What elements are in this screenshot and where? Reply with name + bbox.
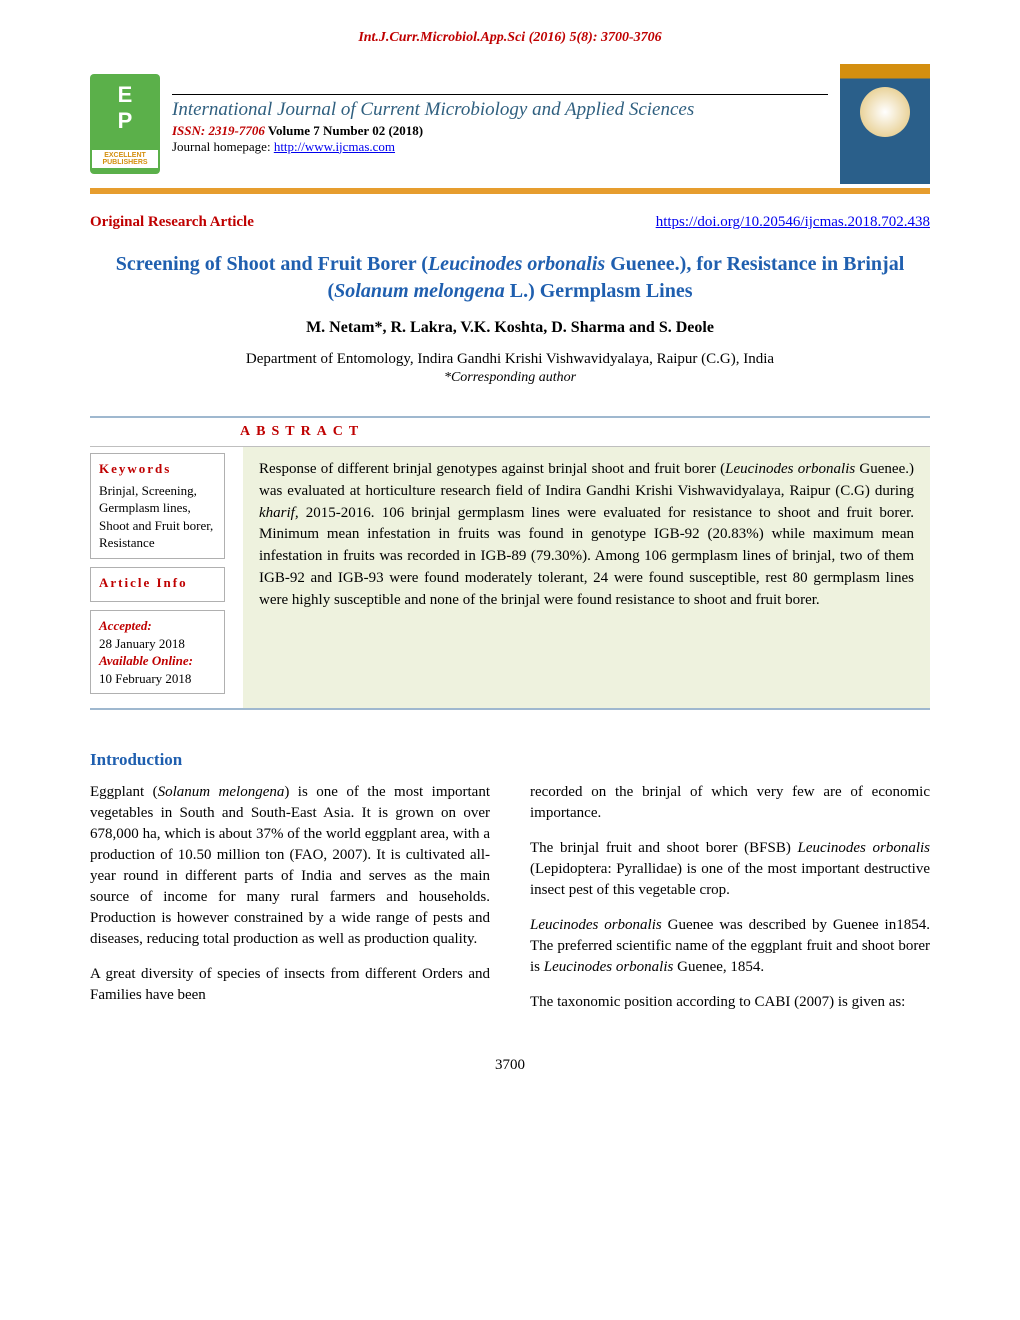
abstract-text: 2015-2016. 106 brinjal germplasm lines w… — [259, 505, 914, 608]
dates-box: Accepted: 28 January 2018 Available Onli… — [90, 610, 225, 694]
abstract-italic: kharif, — [259, 505, 299, 521]
paragraph: Eggplant (Solanum melongena) is one of t… — [90, 782, 490, 950]
homepage-link[interactable]: http://www.ijcmas.com — [274, 139, 395, 154]
body-species: Leucinodes orbonalis — [530, 917, 662, 933]
issn-label: ISSN: 2319-7706 — [172, 123, 265, 138]
homepage-prefix: Journal homepage: — [172, 139, 274, 154]
paragraph: A great diversity of species of insects … — [90, 964, 490, 1006]
abstract-row: Keywords Brinjal, Screening, Germplasm l… — [90, 446, 930, 710]
paragraph: The brinjal fruit and shoot borer (BFSB)… — [530, 838, 930, 901]
article-info-box: Article Info — [90, 567, 225, 603]
body-text: The brinjal fruit and shoot borer (BFSB) — [530, 840, 798, 856]
title-text: Screening of Shoot and Fruit Borer ( — [116, 253, 428, 275]
issn-rest: Volume 7 Number 02 (2018) — [265, 123, 423, 138]
left-column: Eggplant (Solanum melongena) is one of t… — [90, 782, 490, 1027]
keywords-box: Keywords Brinjal, Screening, Germplasm l… — [90, 453, 225, 559]
abstract-species: Leucinodes orbonalis — [725, 461, 855, 477]
online-date: 10 February 2018 — [99, 670, 216, 688]
paragraph: Leucinodes orbonalis Guenee was describe… — [530, 915, 930, 978]
header-rule — [90, 188, 930, 194]
body-text: ) is one of the most important vegetable… — [90, 784, 490, 947]
body-columns: Eggplant (Solanum melongena) is one of t… — [90, 782, 930, 1027]
body-text: (Lepidoptera: Pyrallidae) is one of the … — [530, 861, 930, 898]
online-label: Available Online: — [99, 653, 193, 668]
paragraph: The taxonomic position according to CABI… — [530, 992, 930, 1013]
journal-cover-thumb — [840, 64, 930, 184]
abstract-body: Response of different brinjal genotypes … — [243, 447, 930, 708]
running-header: Int.J.Curr.Microbiol.App.Sci (2016) 5(8)… — [90, 30, 930, 46]
right-column: recorded on the brinjal of which very fe… — [530, 782, 930, 1027]
intro-heading: Introduction — [90, 750, 930, 770]
journal-title: International Journal of Current Microbi… — [172, 94, 828, 121]
article-type: Original Research Article — [90, 214, 254, 231]
authors: M. Netam*, R. Lakra, V.K. Koshta, D. Sha… — [90, 319, 930, 337]
journal-header: International Journal of Current Microbi… — [90, 64, 930, 184]
doi-link[interactable]: https://doi.org/10.20546/ijcmas.2018.702… — [656, 214, 930, 231]
abstract-label: ABSTRACT — [240, 424, 930, 440]
sidebar: Keywords Brinjal, Screening, Germplasm l… — [90, 447, 225, 708]
keywords-text: Brinjal, Screening, Germplasm lines, Sho… — [99, 482, 216, 552]
article-info-title: Article Info — [99, 574, 216, 592]
abstract-text: Response of different brinjal genotypes … — [259, 461, 725, 477]
issn-line: ISSN: 2319-7706 Volume 7 Number 02 (2018… — [172, 123, 828, 139]
homepage-line: Journal homepage: http://www.ijcmas.com — [172, 139, 828, 155]
title-species: Leucinodes orbonalis — [428, 253, 605, 275]
divider — [90, 416, 930, 418]
accepted-label: Accepted: — [99, 618, 152, 633]
body-text: Eggplant ( — [90, 784, 158, 800]
journal-info-block: International Journal of Current Microbi… — [172, 94, 828, 155]
paragraph: recorded on the brinjal of which very fe… — [530, 782, 930, 824]
body-species: Solanum melongena — [158, 784, 285, 800]
accepted-date: 28 January 2018 — [99, 635, 216, 653]
keywords-title: Keywords — [99, 460, 216, 478]
affiliation: Department of Entomology, Indira Gandhi … — [90, 351, 930, 368]
title-species: Solanum melongena — [334, 280, 505, 302]
publisher-logo — [90, 74, 160, 174]
paper-title-block: Screening of Shoot and Fruit Borer (Leuc… — [90, 251, 930, 305]
corresponding-author: *Corresponding author — [90, 370, 930, 386]
body-species: Leucinodes orbonalis — [544, 959, 674, 975]
paper-title: Screening of Shoot and Fruit Borer (Leuc… — [116, 253, 905, 302]
body-text: Guenee, 1854. — [673, 959, 764, 975]
page-number: 3700 — [90, 1057, 930, 1074]
title-text: L.) Germplasm Lines — [505, 280, 693, 302]
article-type-row: Original Research Article https://doi.or… — [90, 214, 930, 231]
body-species: Leucinodes orbonalis — [798, 840, 931, 856]
